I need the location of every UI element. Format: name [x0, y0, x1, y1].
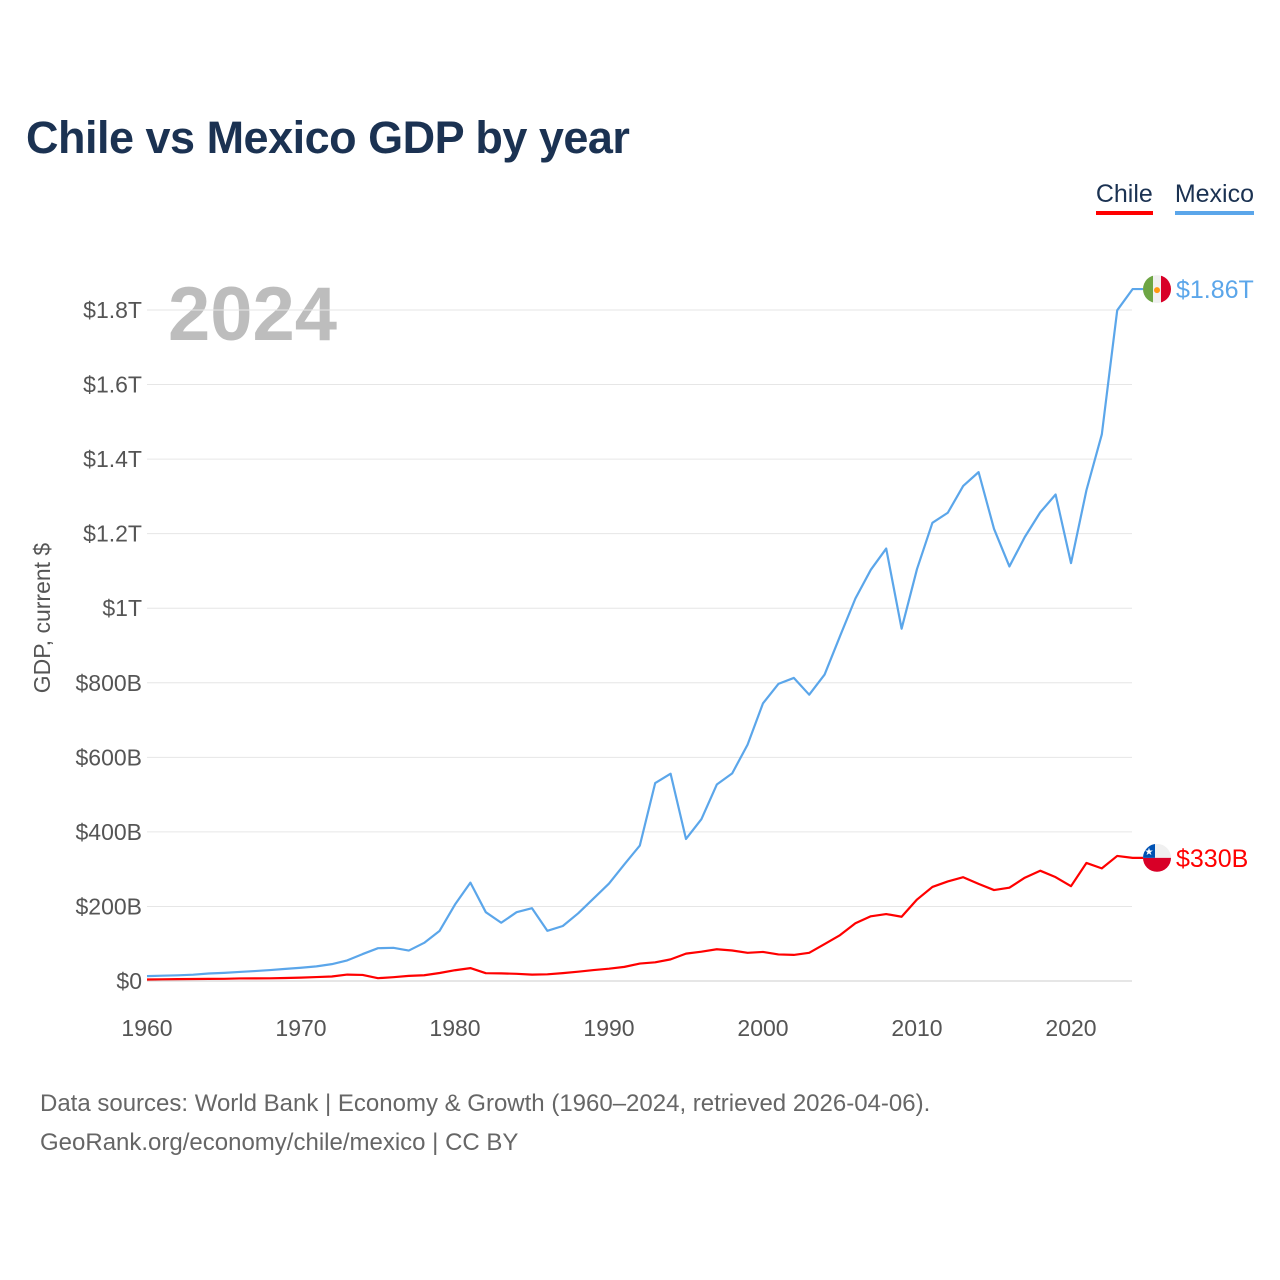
x-tick-label: 1980 — [429, 1015, 480, 1041]
y-tick-label: $600B — [75, 744, 142, 770]
footer: Data sources: World Bank | Economy & Gro… — [40, 1084, 930, 1162]
x-tick-label: 1990 — [583, 1015, 634, 1041]
y-tick-label: $800B — [75, 670, 142, 696]
series-line-chile — [146, 854, 1143, 981]
end-value-label-mexico: $1.86T — [1176, 276, 1254, 304]
y-tick-label: $400B — [75, 819, 142, 845]
data-source-note: Data sources: World Bank | Economy & Gro… — [40, 1090, 931, 1117]
chart-title: Chile vs Mexico GDP by year — [26, 112, 630, 163]
legend: Chile Mexico — [1095, 180, 1254, 215]
x-tick-label: 2010 — [891, 1015, 942, 1041]
y-axis-label: GDP, current $ — [29, 543, 55, 694]
y-tick-label: $1.8T — [83, 297, 142, 323]
x-tick-label: 2020 — [1045, 1015, 1096, 1041]
x-tick-label: 1970 — [275, 1015, 326, 1041]
year-label: 2024 — [168, 272, 337, 357]
y-tick-label: $0 — [116, 968, 142, 994]
legend-item-mexico[interactable]: Mexico — [1174, 180, 1254, 215]
end-value-label-chile: $330B — [1176, 845, 1248, 873]
y-tick-label: $1.4T — [83, 446, 142, 472]
x-tick-label: 1960 — [121, 1015, 172, 1041]
y-tick-label: $1.2T — [83, 521, 142, 547]
chile-flag-icon: ★ — [1143, 843, 1171, 872]
y-tick-label: $200B — [75, 893, 142, 919]
legend-item-chile[interactable]: Chile — [1095, 180, 1153, 215]
y-tick-label: $1.6T — [83, 372, 142, 398]
y-tick-label: $1T — [102, 595, 142, 621]
series-line-mexico — [146, 287, 1143, 978]
mexico-flag-icon — [1143, 275, 1171, 304]
source-link[interactable]: GeoRank.org/economy/chile/mexico | CC BY — [40, 1129, 519, 1156]
svg-text:★: ★ — [1145, 847, 1154, 858]
x-tick-label: 2000 — [737, 1015, 788, 1041]
